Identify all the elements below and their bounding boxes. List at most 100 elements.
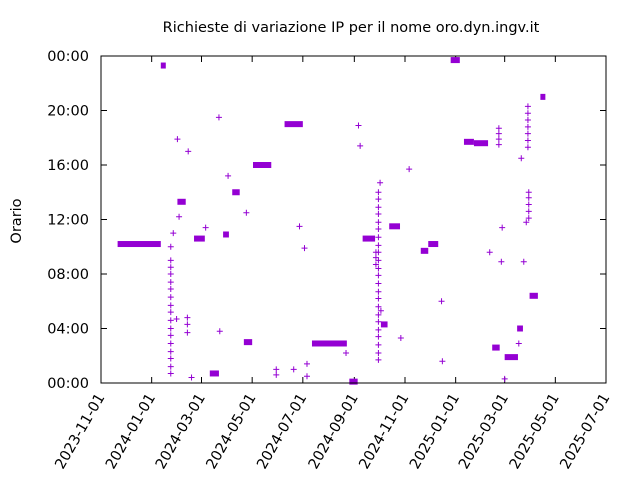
data-point (375, 326, 382, 333)
data-segment (428, 241, 439, 248)
data-point (375, 288, 382, 295)
data-point (184, 321, 191, 328)
data-point (375, 249, 382, 256)
y-axis-label: Orario (9, 198, 25, 243)
data-point (167, 348, 174, 355)
data-point (170, 230, 177, 237)
data-point (498, 258, 505, 265)
data-point (167, 332, 174, 339)
data-point (375, 350, 382, 357)
data-point (524, 110, 531, 117)
data-point (524, 103, 531, 110)
x-tick-label: 2024-07-01 (254, 391, 310, 472)
data-point (375, 265, 382, 272)
data-point (525, 194, 532, 201)
data-point (518, 155, 525, 162)
y-tick-labels: 00:00 04:00 08:00 12:00 16:00 20:00 00:00 (47, 49, 89, 392)
data-point (375, 242, 382, 249)
data-point (524, 144, 531, 151)
data-segment (540, 93, 546, 100)
data-segment (311, 340, 347, 347)
data-point (167, 264, 174, 271)
data-point (188, 374, 195, 381)
data-point (406, 166, 413, 173)
y-tick-label: 20:00 (47, 104, 89, 120)
data-segment (529, 292, 538, 299)
data-point (524, 123, 531, 130)
x-tick-label: 2025-05-01 (507, 391, 563, 472)
data-marks (117, 57, 546, 385)
data-point (495, 136, 502, 143)
data-segment (160, 62, 166, 69)
data-segment (232, 189, 240, 196)
data-point (167, 340, 174, 347)
data-point (167, 363, 174, 370)
data-point (303, 360, 310, 367)
data-point (501, 375, 508, 382)
data-point (375, 272, 382, 279)
data-point (375, 226, 382, 233)
data-point (438, 298, 445, 305)
data-point (524, 117, 531, 124)
data-point (184, 314, 191, 321)
data-point (167, 302, 174, 309)
data-point (375, 356, 382, 363)
data-point (225, 172, 232, 179)
data-point (525, 208, 532, 215)
data-segment (517, 325, 523, 332)
data-point (173, 315, 180, 322)
data-segment (362, 235, 376, 242)
x-tick-label: 2025-07-01 (557, 391, 613, 472)
data-point (174, 136, 181, 143)
data-segment (252, 162, 272, 168)
data-point (185, 148, 192, 155)
data-segment (389, 223, 401, 230)
data-segment (450, 57, 460, 64)
data-segment (420, 247, 429, 254)
data-segment (117, 241, 161, 248)
data-point (372, 261, 379, 268)
data-segment (380, 321, 388, 328)
data-point (495, 130, 502, 137)
y-tick-label: 00:00 (47, 49, 89, 65)
data-point (375, 189, 382, 196)
data-point (377, 179, 384, 186)
x-tick-label: 2024-11-01 (356, 391, 412, 472)
data-point (167, 325, 174, 332)
data-point (495, 141, 502, 148)
data-point (167, 243, 174, 250)
x-tick-label: 2024-05-01 (204, 391, 260, 472)
data-point (167, 285, 174, 292)
data-point (167, 279, 174, 286)
x-tick-label: 2024-03-01 (153, 391, 209, 472)
data-point (375, 303, 382, 310)
data-point (375, 204, 382, 211)
data-point (343, 350, 350, 357)
data-point (243, 209, 250, 216)
data-point (525, 215, 532, 222)
data-point (439, 358, 446, 365)
data-point (375, 341, 382, 348)
data-point (216, 328, 223, 335)
data-segment (209, 370, 219, 377)
data-point (524, 130, 531, 137)
data-point (273, 366, 280, 373)
x-tick-label: 2025-03-01 (456, 391, 512, 472)
data-point (167, 294, 174, 301)
plot-frame (100, 55, 607, 384)
data-point (167, 317, 174, 324)
x-tick-label: 2023-11-01 (52, 391, 108, 472)
data-point (184, 329, 191, 336)
data-point (167, 370, 174, 377)
data-point (377, 307, 384, 314)
data-point (375, 318, 382, 325)
data-point (375, 333, 382, 340)
x-tick-label: 2024-09-01 (306, 391, 362, 472)
data-segment (177, 198, 186, 205)
data-point (523, 219, 530, 226)
data-point (301, 245, 308, 252)
data-point (524, 137, 531, 144)
x-tick-labels: 2023-11-012024-01-012024-03-012024-05-01… (52, 391, 613, 472)
data-point (167, 309, 174, 316)
